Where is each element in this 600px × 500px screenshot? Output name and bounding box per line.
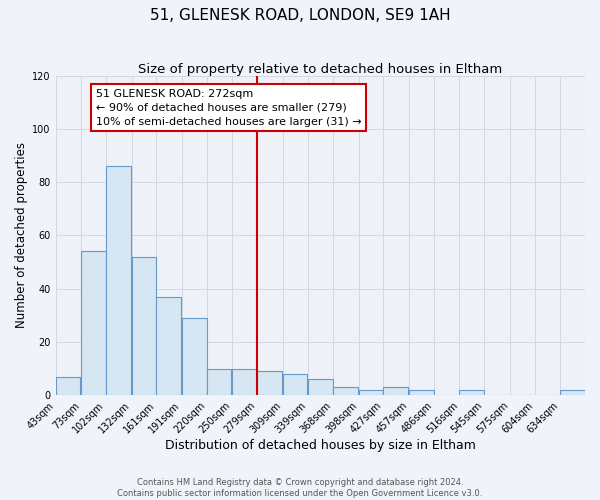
Text: 51, GLENESK ROAD, LONDON, SE9 1AH: 51, GLENESK ROAD, LONDON, SE9 1AH (149, 8, 451, 22)
Bar (257, 372, 282, 396)
X-axis label: Distribution of detached houses by size in Eltham: Distribution of detached houses by size … (165, 440, 476, 452)
Bar (182, 318, 206, 396)
Bar (56, 377, 80, 396)
Bar (409, 390, 434, 396)
Bar (106, 166, 131, 396)
Bar (460, 390, 484, 396)
Bar (308, 380, 333, 396)
Bar (206, 369, 232, 396)
Bar (283, 374, 307, 396)
Bar (383, 388, 408, 396)
Bar (81, 252, 106, 396)
Text: Contains HM Land Registry data © Crown copyright and database right 2024.
Contai: Contains HM Land Registry data © Crown c… (118, 478, 482, 498)
Bar (232, 369, 257, 396)
Bar (131, 257, 156, 396)
Text: 51 GLENESK ROAD: 272sqm
← 90% of detached houses are smaller (279)
10% of semi-d: 51 GLENESK ROAD: 272sqm ← 90% of detache… (95, 89, 361, 127)
Bar (359, 390, 383, 396)
Bar (156, 297, 181, 396)
Bar (333, 388, 358, 396)
Bar (560, 390, 585, 396)
Title: Size of property relative to detached houses in Eltham: Size of property relative to detached ho… (138, 62, 502, 76)
Y-axis label: Number of detached properties: Number of detached properties (15, 142, 28, 328)
